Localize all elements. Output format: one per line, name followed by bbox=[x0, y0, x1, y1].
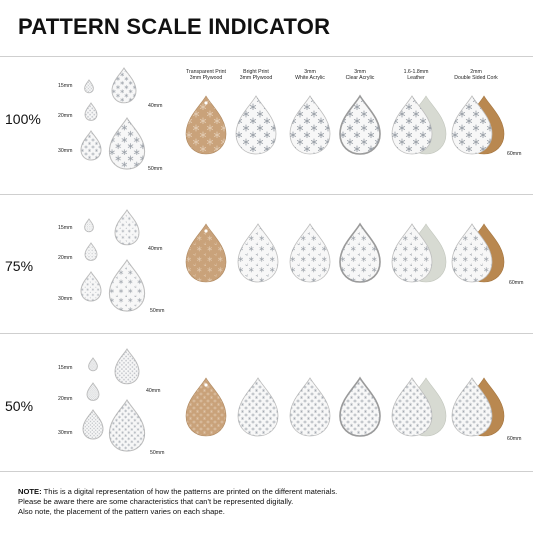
row-75-sizes bbox=[80, 209, 146, 312]
size-label-15mm: 15mm bbox=[58, 225, 73, 231]
size-label-20mm: 20mm bbox=[58, 113, 73, 119]
row-75-materials bbox=[185, 223, 505, 283]
size-label-20mm: 20mm bbox=[58, 255, 73, 261]
size-label-15mm: 15mm bbox=[58, 83, 73, 89]
size-label-40mm: 40mm bbox=[148, 103, 163, 109]
footer-note: NOTE: This is a digital representation o… bbox=[18, 487, 518, 517]
header-leather: 1.6-1.8mm Leather bbox=[403, 69, 429, 81]
section-divider bbox=[0, 194, 533, 195]
row-50-sizes bbox=[82, 348, 146, 452]
scale-label-50: 50% bbox=[5, 398, 34, 414]
section-divider bbox=[0, 471, 533, 472]
size-label-30mm: 30mm bbox=[58, 430, 73, 436]
note-line-3: Also note, the placement of the pattern … bbox=[18, 507, 225, 516]
scale-label-100: 100% bbox=[5, 111, 41, 127]
size-label-40mm: 40mm bbox=[146, 388, 161, 394]
row-100-materials bbox=[185, 95, 505, 155]
size-label-50mm: 50mm bbox=[150, 308, 165, 314]
note-line-2: Please be aware there are some character… bbox=[18, 497, 294, 506]
note-line-1: This is a digital representation of how … bbox=[43, 487, 338, 496]
size-label-60mm: 60mm bbox=[509, 280, 524, 286]
header-cork: 2mm Double Sided Cork bbox=[454, 69, 498, 81]
header-bright-plywood: Bright Print 3mm Plywood bbox=[239, 69, 273, 81]
section-divider bbox=[0, 333, 533, 334]
scale-label-75: 75% bbox=[5, 258, 34, 274]
page-title: PATTERN SCALE INDICATOR bbox=[18, 14, 331, 39]
size-label-60mm: 60mm bbox=[507, 436, 522, 442]
size-label-60mm: 60mm bbox=[507, 151, 522, 157]
note-label: NOTE: bbox=[18, 487, 42, 496]
row-50-materials bbox=[185, 377, 505, 437]
size-label-20mm: 20mm bbox=[58, 396, 73, 402]
header-white-acrylic: 3mm White Acrylic bbox=[295, 69, 325, 81]
size-label-50mm: 50mm bbox=[150, 450, 165, 456]
size-label-50mm: 50mm bbox=[148, 166, 163, 172]
size-label-30mm: 30mm bbox=[58, 296, 73, 302]
size-label-30mm: 30mm bbox=[58, 148, 73, 154]
row-100-sizes bbox=[80, 67, 146, 170]
header-transparent-plywood: Transparent Print 3mm Plywood bbox=[186, 69, 226, 81]
size-label-15mm: 15mm bbox=[58, 365, 73, 371]
size-label-40mm: 40mm bbox=[148, 246, 163, 252]
header-clear-acrylic: 3mm Clear Acrylic bbox=[345, 69, 375, 81]
section-divider bbox=[0, 56, 533, 57]
